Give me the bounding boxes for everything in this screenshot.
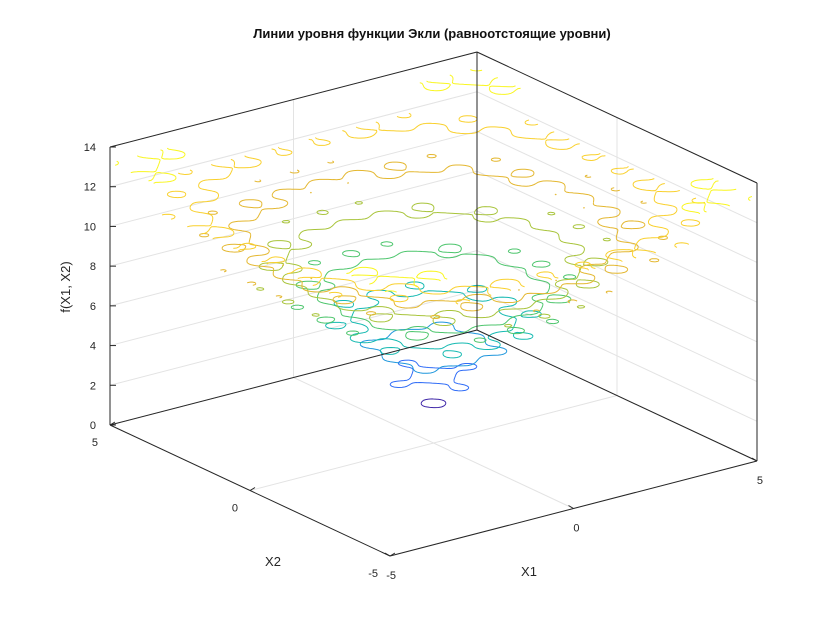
- axis-edge: [109, 51, 478, 148]
- y-tick-label: -5: [368, 568, 378, 580]
- x-tick-label: -5: [386, 570, 396, 582]
- z-tick-label: 12: [84, 182, 96, 194]
- z-tick-label: 2: [90, 380, 96, 392]
- contour-level-6: [256, 201, 611, 328]
- z-tick-label: 6: [90, 301, 96, 313]
- y-tick-label: 0: [232, 503, 238, 515]
- axis-edge: [109, 329, 478, 426]
- y-tick-mark: [389, 552, 396, 557]
- z-tick-label: 14: [84, 142, 96, 154]
- x-tick-mark: [568, 505, 574, 509]
- contour-level-2: [389, 359, 478, 392]
- x-tick-label: 5: [757, 475, 763, 487]
- grid-layer: [109, 51, 758, 557]
- z-tick-label: 8: [90, 261, 96, 273]
- z-tick-label: 10: [84, 221, 96, 233]
- x-tick-mark: [751, 457, 758, 462]
- x-tick-label: 0: [573, 523, 579, 535]
- chart-title: Линии уровня функции Экли (равноотстоящи…: [253, 26, 610, 41]
- axis-edge: [476, 51, 758, 184]
- contour-level-8: [161, 112, 706, 305]
- contour-layer: [114, 69, 753, 409]
- grid-line-y: [249, 395, 618, 491]
- x-axis-label: X1: [521, 564, 537, 579]
- axes-box: [109, 51, 758, 557]
- contour-level-3: [359, 321, 508, 374]
- contour-level-1: [420, 398, 447, 409]
- z-axis-label: f(X1, X2): [58, 261, 73, 312]
- z-tick-label: 4: [90, 341, 96, 353]
- tick-labels: 0 2 4 6 8 10 12 14 -5 0 5 -5 0 5: [84, 142, 763, 582]
- y-tick-label: 5: [92, 437, 98, 449]
- y-tick-mark: [249, 487, 256, 491]
- contour-level-9: [114, 69, 753, 293]
- contour-level-4: [325, 281, 542, 359]
- z-tick-label: 0: [90, 420, 96, 432]
- axis-edge: [476, 329, 758, 462]
- y-axis-label: X2: [265, 554, 281, 569]
- y-tick-mark: [109, 421, 116, 426]
- x-tick-mark: [384, 552, 391, 557]
